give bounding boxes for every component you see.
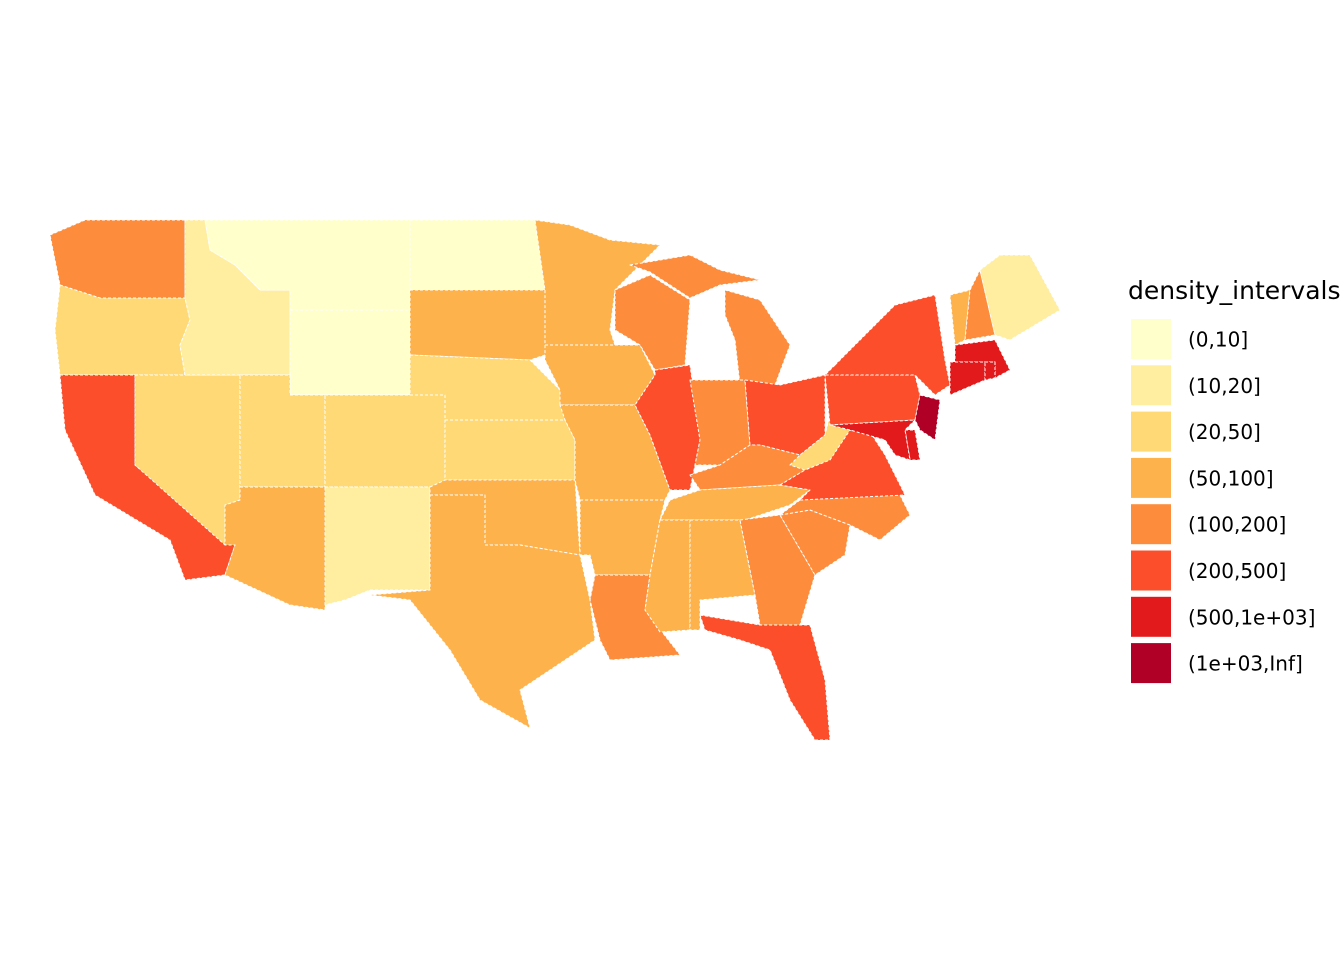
region: [949, 361, 986, 396]
legend-swatch: [1129, 455, 1173, 500]
region: [824, 294, 951, 396]
legend-title: density_intervals: [1128, 276, 1341, 305]
region: [409, 289, 546, 361]
legend-swatch: [1129, 594, 1173, 639]
legend-label: (500,1e+03]: [1188, 605, 1315, 629]
region: [824, 374, 921, 426]
legend-label: (50,100]: [1188, 466, 1274, 490]
region: [544, 344, 656, 406]
region: [49, 219, 186, 299]
region-layer: [49, 219, 1061, 741]
legend: (0,10] (10,20] (20,50] (50,100] (100,200] (20…: [1129, 317, 1315, 686]
region: [369, 494, 596, 729]
legend-label: (1e+03,Inf]: [1188, 652, 1303, 676]
region: [979, 254, 1061, 341]
region: [984, 361, 996, 381]
region: [324, 394, 446, 488]
region: [964, 269, 996, 341]
region: [779, 494, 911, 541]
region: [789, 414, 851, 471]
legend-label: (10,20]: [1188, 374, 1261, 398]
region: [724, 289, 791, 386]
region: [444, 419, 576, 481]
region: [579, 499, 666, 576]
region: [829, 419, 916, 461]
legend-swatch: [1129, 317, 1173, 361]
legend-swatch: [1129, 548, 1173, 593]
legend-swatch: [1129, 641, 1173, 686]
region: [534, 219, 661, 346]
legend-swatch: [1129, 502, 1173, 547]
region: [224, 486, 326, 611]
legend-label: (0,10]: [1188, 328, 1248, 352]
region: [54, 284, 191, 376]
region: [409, 219, 546, 291]
region: [324, 486, 431, 606]
legend-label: (100,200]: [1188, 513, 1286, 537]
legend-label: (20,50]: [1188, 420, 1261, 444]
region: [779, 429, 906, 501]
region: [744, 374, 826, 456]
region: [629, 254, 761, 299]
legend-label: (200,500]: [1188, 559, 1286, 583]
region: [699, 614, 831, 741]
legend-swatch: [1129, 409, 1173, 454]
region: [289, 309, 411, 396]
region: [914, 394, 941, 441]
legend-swatch: [1129, 363, 1173, 408]
